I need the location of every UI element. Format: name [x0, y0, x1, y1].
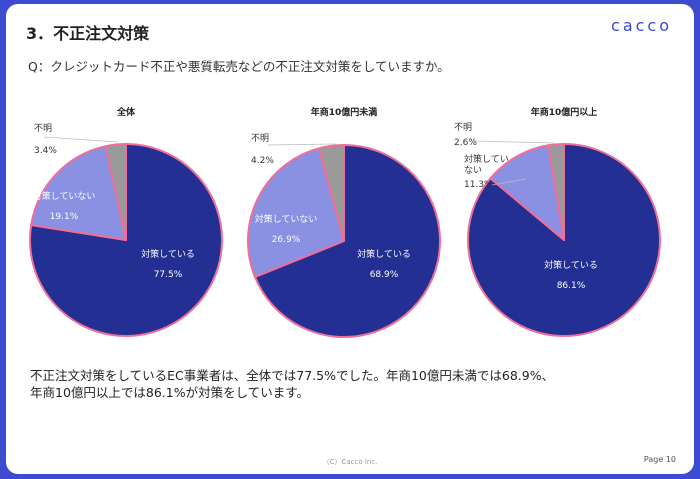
leader-line: [267, 143, 337, 146]
summary-line-1: 不正注文対策をしているEC事業者は、全体では77.5%でした。年商10億円未満で…: [30, 368, 555, 383]
slice-value-unknown: 2.6%: [454, 138, 477, 148]
leader-line: [491, 178, 527, 186]
slice-value-implemented: 86.1%: [557, 281, 586, 291]
slice-label-not-implemented: 対策していない: [255, 213, 318, 225]
summary-line-2: 年商10億円以上では86.1%が対策をしています。: [30, 385, 309, 400]
slice-label-unknown: 不明: [454, 122, 472, 133]
slice-label-not-implemented: ない: [464, 165, 482, 176]
summary-text: 不正注文対策をしているEC事業者は、全体では77.5%でした。年商10億円未満で…: [30, 367, 670, 401]
pie-slice-unknown: [317, 144, 345, 242]
slice-value-not-implemented: 11.3%: [464, 180, 493, 190]
slice-value-not-implemented: 26.9%: [272, 235, 301, 245]
slice-label-unknown: 不明: [251, 133, 269, 144]
pie-slice-not-implemented: [489, 144, 565, 241]
slice-value-implemented: 77.5%: [154, 270, 183, 280]
leader-line: [473, 140, 555, 144]
slice-value-unknown: 4.2%: [251, 156, 274, 166]
slide: 3．不正注文対策 cacco Q：クレジットカード不正や悪質転売などの不正注文対…: [6, 4, 694, 474]
slice-label-implemented: 対策している: [141, 248, 195, 260]
pie-slice-unknown: [547, 143, 565, 241]
slice-value-not-implemented: 19.1%: [50, 212, 79, 222]
pie-slice-implemented: [29, 143, 223, 337]
slice-label-not-implemented: 対策してい: [464, 153, 509, 165]
chart-title: 年商10億円以上: [531, 106, 598, 118]
chart-title: 年商10億円未満: [311, 106, 378, 118]
pie-slice-unknown: [104, 143, 127, 241]
slice-label-unknown: 不明: [34, 123, 52, 134]
slice-label-implemented: 対策している: [544, 259, 598, 271]
slice-label-not-implemented: 対策していない: [33, 190, 96, 202]
pie-slice-implemented: [253, 144, 441, 338]
survey-question: Q：クレジットカード不正や悪質転売などの不正注文対策をしていますか。: [28, 59, 450, 74]
slice-value-implemented: 68.9%: [370, 270, 399, 280]
pie-slice-not-implemented: [247, 147, 345, 278]
cacco-logo: cacco: [611, 16, 672, 35]
page-number: Page 10: [643, 455, 676, 464]
page-title: 3．不正注文対策: [26, 24, 150, 43]
pie-slice-not-implemented: [30, 145, 127, 241]
chart-title: 全体: [116, 106, 136, 118]
leader-line: [43, 136, 119, 143]
slice-value-unknown: 3.4%: [34, 146, 57, 156]
slice-label-implemented: 対策している: [357, 248, 411, 260]
copyright: （C）Cacco Inc.: [322, 458, 378, 466]
